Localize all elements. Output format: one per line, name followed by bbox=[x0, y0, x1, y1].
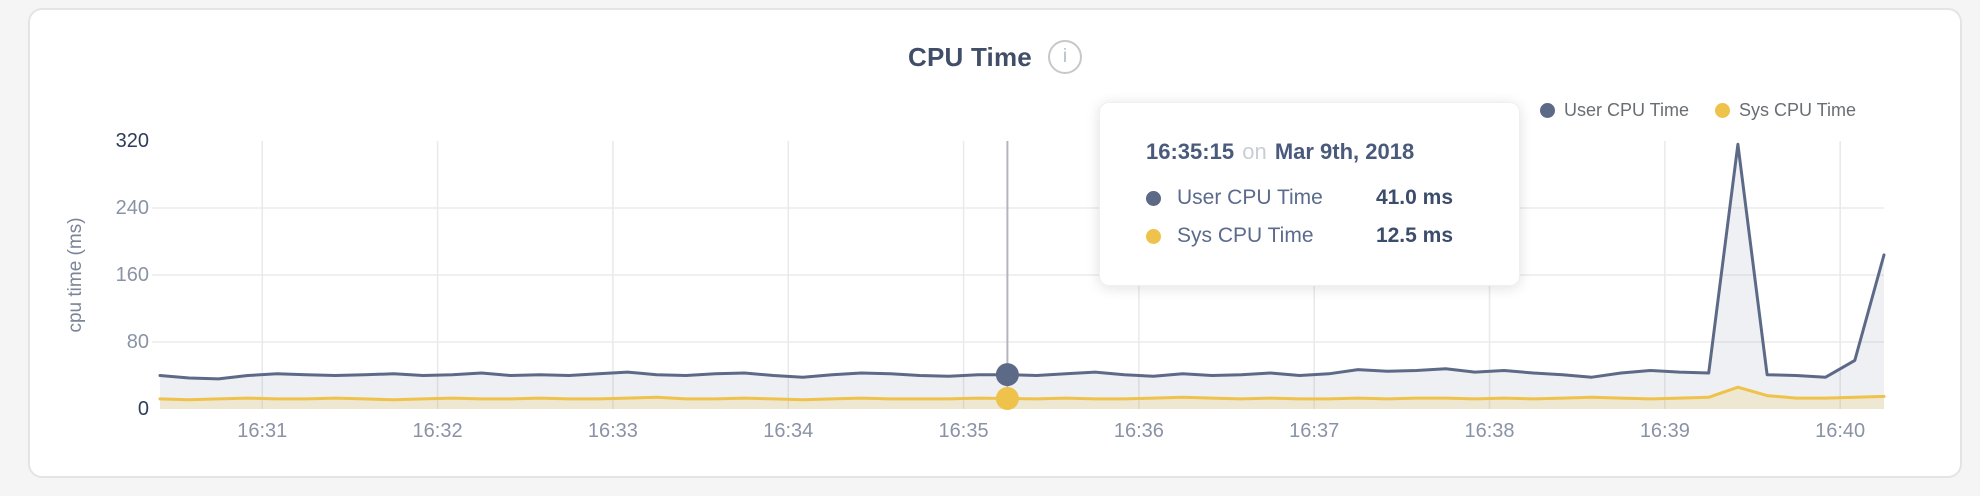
user-series-area bbox=[160, 144, 1884, 410]
tooltip-row-user: User CPU Time 41.0 ms bbox=[1146, 185, 1453, 211]
x-tick-label-16:40: 16:40 bbox=[1815, 420, 1866, 442]
user-highlight-dot bbox=[995, 363, 1019, 387]
legend-item-user-cpu-time[interactable]: User CPU Time bbox=[1539, 100, 1689, 121]
sys-series-area bbox=[160, 387, 1884, 409]
sys-highlight-dot bbox=[995, 387, 1019, 411]
legend-label-sys: Sys CPU Time bbox=[1738, 100, 1856, 120]
y-tick-label-240: 240 bbox=[115, 197, 149, 219]
y-tick-label-0: 0 bbox=[137, 398, 149, 420]
cpu-time-chart-card: CPU Time i User CPU Time Sys CPU Time cp… bbox=[28, 8, 1962, 478]
tooltip-value-user: 41.0 ms bbox=[1375, 186, 1453, 209]
x-tick-label-16:38: 16:38 bbox=[1464, 420, 1515, 442]
legend-item-sys-cpu-time[interactable]: Sys CPU Time bbox=[1714, 100, 1856, 121]
x-tick-label-16:35: 16:35 bbox=[938, 420, 989, 442]
tooltip-value-sys: 12.5 ms bbox=[1375, 224, 1453, 247]
x-tick-label-16:37: 16:37 bbox=[1289, 420, 1340, 442]
chart-title: CPU Time bbox=[908, 41, 1032, 72]
info-icon[interactable]: i bbox=[1047, 40, 1082, 74]
x-tick-label-16:31: 16:31 bbox=[237, 420, 288, 442]
chart-header: CPU Time i bbox=[30, 40, 1960, 74]
sys-series-line bbox=[158, 385, 1886, 402]
tooltip-label-sys: Sys CPU Time bbox=[1177, 224, 1314, 247]
chart-legend: User CPU Time Sys CPU Time bbox=[1539, 100, 1856, 121]
tooltip-row-sys: Sys CPU Time 12.5 ms bbox=[1146, 223, 1453, 249]
user-series-dot bbox=[1146, 190, 1161, 206]
tooltip-date: Mar 9th, 2018 bbox=[1274, 139, 1415, 164]
tooltip-timestamp: 16:35:15 on Mar 9th, 2018 bbox=[1146, 139, 1453, 165]
y-tick-label-320: 320 bbox=[115, 130, 149, 152]
tooltip-label-user: User CPU Time bbox=[1177, 186, 1323, 209]
y-tick-label-160: 160 bbox=[115, 264, 149, 286]
x-tick-label-16:32: 16:32 bbox=[412, 420, 463, 442]
user-series-legend-dot bbox=[1539, 103, 1555, 118]
x-tick-label-16:34: 16:34 bbox=[763, 420, 814, 442]
sys-series-legend-dot bbox=[1714, 103, 1730, 118]
chart-tooltip: 16:35:15 on Mar 9th, 2018 User CPU Time … bbox=[1099, 102, 1520, 286]
sys-series-dot bbox=[1146, 228, 1161, 244]
y-tick-label-80: 80 bbox=[126, 331, 149, 353]
tooltip-connector: on bbox=[1242, 139, 1267, 164]
tooltip-time: 16:35:15 bbox=[1146, 139, 1235, 164]
x-tick-label-16:33: 16:33 bbox=[587, 420, 638, 442]
x-tick-label-16:36: 16:36 bbox=[1113, 420, 1164, 442]
chart-plot-area[interactable] bbox=[30, 10, 1964, 480]
legend-label-user: User CPU Time bbox=[1563, 100, 1689, 120]
x-tick-label-16:39: 16:39 bbox=[1639, 420, 1690, 442]
user-series-line bbox=[158, 142, 1886, 381]
